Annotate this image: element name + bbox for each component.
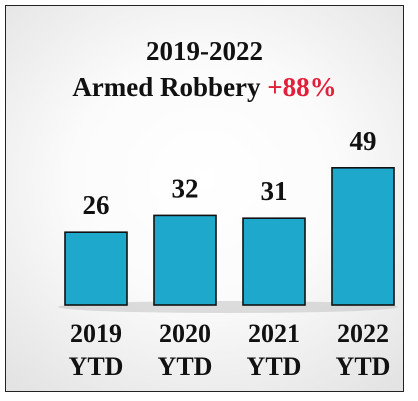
value-label-2020: 32 (172, 173, 199, 203)
chart-subtitle-line: Armed Robbery +88% (6, 74, 403, 101)
bar-2020 (153, 214, 217, 306)
category-label-2019: 2019 YTD (69, 319, 124, 381)
change-percentage: +88% (267, 72, 337, 102)
floor-shadow (58, 301, 398, 313)
value-label-2019: 26 (83, 190, 110, 220)
value-label-2021: 31 (261, 176, 288, 206)
chart-panel: 2019-2022 Armed Robbery +88% 26 2019 YTD 32… (5, 5, 404, 392)
bar-2019 (64, 231, 128, 306)
bar-chart: 26 2019 YTD 32 2020 YTD 31 2021 YTD 49 2022 YTD (58, 126, 398, 381)
category-label-2022: 2022 YTD (336, 319, 391, 381)
chart-title: 2019-2022 (146, 36, 263, 66)
chart-subtitle: Armed Robbery (72, 72, 261, 102)
value-label-2022: 49 (350, 126, 377, 156)
bar-2022 (331, 167, 395, 306)
category-label-2020: 2020 YTD (158, 319, 213, 381)
category-label-2021: 2021 YTD (247, 319, 302, 381)
bar-2021 (242, 217, 306, 306)
